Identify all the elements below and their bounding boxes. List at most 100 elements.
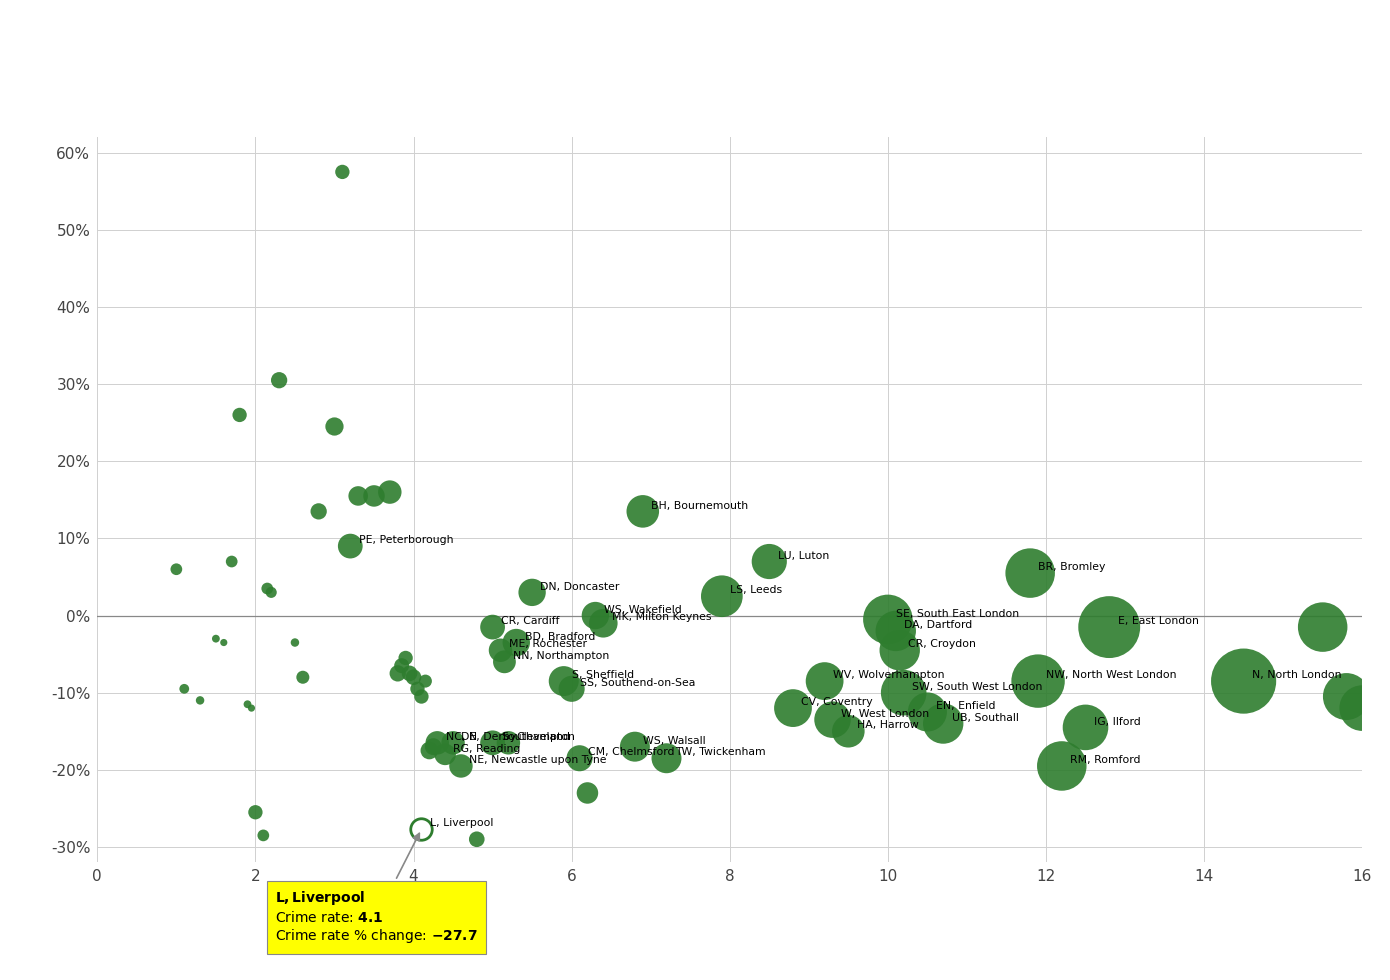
Point: [399, 665, 421, 681]
Point: [466, 831, 488, 847]
Text: EN, Enfield: EN, Enfield: [935, 701, 995, 711]
Point: [481, 735, 503, 751]
Point: [569, 751, 591, 766]
Point: [395, 650, 417, 665]
Text: DA, Dartford: DA, Dartford: [904, 620, 973, 630]
Text: BD, Bradford: BD, Bradford: [524, 632, 595, 642]
Point: [423, 739, 445, 755]
Text: NW, North West London: NW, North West London: [1047, 670, 1177, 680]
Point: [221, 554, 243, 569]
Text: WV, Wolverhampton: WV, Wolverhampton: [833, 670, 944, 680]
Point: [821, 711, 844, 727]
Point: [877, 612, 899, 627]
Text: N, North London: N, North London: [1252, 670, 1341, 680]
Text: CV, Coventry: CV, Coventry: [801, 698, 873, 708]
Point: [450, 759, 473, 774]
Point: [498, 735, 520, 751]
Point: [1074, 719, 1097, 735]
Point: [933, 715, 955, 731]
Text: RM, Romford: RM, Romford: [1070, 756, 1141, 765]
Text: NN, Northampton: NN, Northampton: [513, 651, 609, 662]
Text: DN, Doncaster: DN, Doncaster: [541, 581, 620, 592]
Point: [493, 654, 516, 669]
Point: [252, 827, 274, 843]
Point: [553, 673, 575, 689]
Point: [489, 643, 512, 659]
Point: [481, 619, 503, 635]
Point: [391, 658, 413, 673]
Text: L, Liverpool: L, Liverpool: [430, 818, 493, 828]
Point: [1312, 619, 1334, 635]
Text: SS, Southend-on-Sea: SS, Southend-on-Sea: [580, 678, 695, 688]
Text: ME, Rochester: ME, Rochester: [509, 640, 587, 650]
Text: W, West London: W, West London: [841, 709, 929, 719]
Point: [213, 635, 235, 651]
Point: [307, 504, 329, 519]
Point: [505, 635, 527, 651]
Point: [592, 615, 614, 631]
Point: [837, 723, 859, 739]
Point: [403, 669, 425, 685]
Text: WS, Walsall: WS, Walsall: [644, 736, 706, 746]
Point: [292, 669, 314, 685]
Text: Cleveland: Cleveland: [517, 732, 571, 742]
Point: [624, 739, 646, 755]
Point: [339, 538, 361, 554]
Point: [324, 418, 346, 434]
Point: [1027, 673, 1049, 689]
Point: [236, 697, 259, 712]
Point: [892, 685, 915, 701]
Point: [240, 701, 263, 716]
Point: [631, 504, 653, 519]
Point: [348, 488, 370, 504]
Text: Southampton: Southampton: [500, 732, 575, 742]
Point: [584, 608, 606, 623]
Text: CR, Cardiff: CR, Cardiff: [500, 616, 559, 626]
Point: [1098, 619, 1120, 635]
Point: [560, 681, 582, 697]
Point: [189, 693, 211, 709]
Point: [363, 488, 385, 504]
Point: [656, 751, 678, 766]
Point: [410, 821, 432, 837]
Point: [204, 631, 227, 647]
Point: [442, 735, 464, 751]
Text: S, Sheffield: S, Sheffield: [573, 670, 634, 680]
Point: [916, 704, 938, 719]
Text: MK, Milton Keynes: MK, Milton Keynes: [612, 612, 712, 622]
Text: SE, South East London: SE, South East London: [897, 609, 1019, 618]
Point: [427, 735, 449, 751]
Point: [260, 584, 282, 600]
Text: NC, N: NC, N: [446, 732, 477, 742]
Text: DE, Derby: DE, Derby: [461, 732, 517, 742]
Text: SW, South West London: SW, South West London: [912, 682, 1042, 692]
Point: [378, 484, 400, 500]
Point: [1336, 689, 1358, 705]
Text: CM, Chelmsford: CM, Chelmsford: [588, 748, 674, 758]
Point: [888, 643, 910, 659]
Text: RG, Reading: RG, Reading: [453, 744, 521, 754]
Text: LU, Luton: LU, Luton: [777, 551, 828, 561]
Text: PE, Peterborough: PE, Peterborough: [359, 535, 453, 545]
Point: [410, 689, 432, 705]
Text: BH, Bournemouth: BH, Bournemouth: [651, 501, 748, 511]
Point: [414, 673, 436, 689]
Point: [331, 164, 353, 179]
Text: UB, Southall: UB, Southall: [952, 712, 1019, 723]
Text: BR, Bromley: BR, Bromley: [1038, 563, 1106, 572]
Point: [434, 747, 456, 762]
Point: [1019, 565, 1041, 581]
Point: [228, 407, 250, 422]
Point: [174, 681, 196, 697]
Point: [284, 635, 306, 651]
Point: [710, 588, 733, 604]
Point: [884, 623, 906, 639]
Text: NE, Newcastle upon Tyne: NE, Newcastle upon Tyne: [470, 756, 607, 765]
Text: HA, Harrow: HA, Harrow: [856, 720, 919, 730]
Text: $\mathbf{L, Liverpool}$
Crime rate: $\mathbf{4.1}$
Crime rate % change: $\mathbf: $\mathbf{L, Liverpool}$ Crime rate: $\ma…: [275, 833, 478, 946]
Point: [406, 681, 428, 697]
Point: [268, 372, 291, 388]
Point: [813, 673, 835, 689]
Text: WS, Wakefield: WS, Wakefield: [603, 605, 681, 614]
Text: CR, Croydon: CR, Croydon: [908, 640, 976, 650]
